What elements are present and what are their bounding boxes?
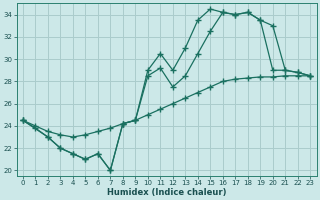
X-axis label: Humidex (Indice chaleur): Humidex (Indice chaleur)	[107, 188, 226, 197]
